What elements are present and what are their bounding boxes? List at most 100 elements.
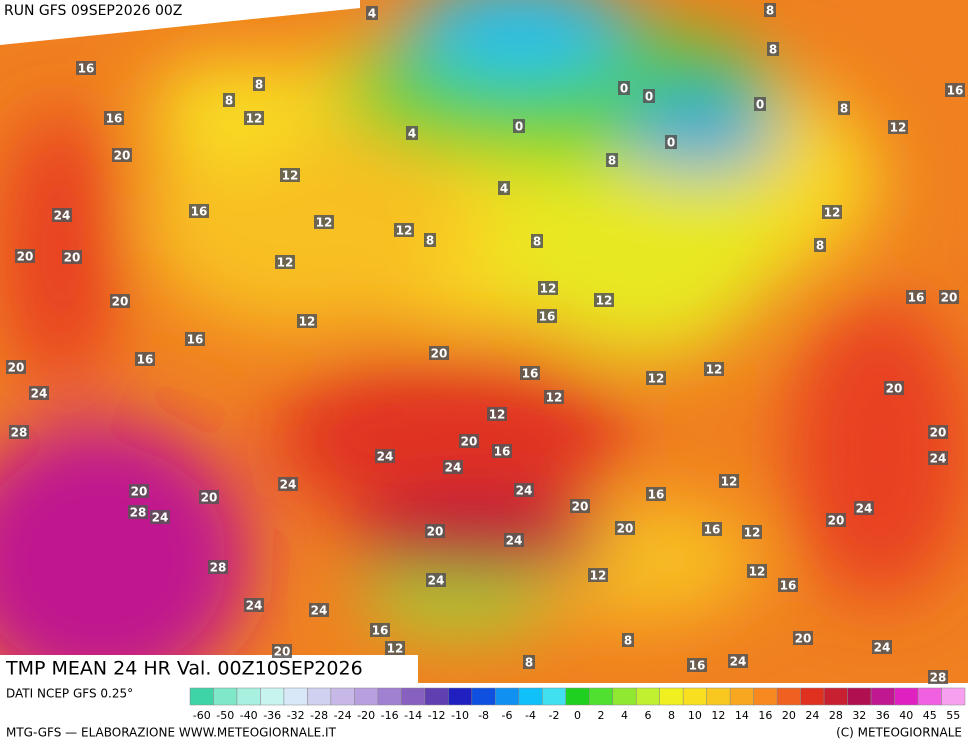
colorbar-swatch <box>941 687 966 706</box>
value-label: 12 <box>299 315 316 329</box>
value-box <box>459 434 479 448</box>
value-label: 12 <box>744 526 761 540</box>
value-label: 24 <box>730 655 747 669</box>
colorbar-label: 4 <box>621 709 628 722</box>
value-box <box>314 215 334 229</box>
colorbar-label: -24 <box>334 709 352 722</box>
value-label: 4 <box>368 7 376 21</box>
value-box <box>544 390 564 404</box>
colorbar-label: -16 <box>381 709 399 722</box>
colorbar-label: 20 <box>782 709 796 722</box>
value-box <box>112 148 132 162</box>
value-label: 0 <box>667 136 675 150</box>
value-label: 20 <box>201 491 218 505</box>
value-box <box>538 281 558 295</box>
value-label: 20 <box>114 149 131 163</box>
colorbar-swatch <box>635 687 660 706</box>
value-box <box>150 510 170 524</box>
value-box <box>135 352 155 366</box>
colorbar-swatch <box>917 687 942 706</box>
colorbar-label: -4 <box>525 709 536 722</box>
colorbar-swatch <box>870 687 895 706</box>
value-box <box>514 483 534 497</box>
value-box <box>9 425 29 439</box>
value-box <box>129 484 149 498</box>
value-box <box>520 366 540 380</box>
value-box <box>487 407 507 421</box>
value-box <box>872 640 892 654</box>
value-label: 20 <box>64 251 81 265</box>
run-label: RUN GFS 09SEP2026 00Z <box>4 3 182 19</box>
colorbar-swatch <box>682 687 707 706</box>
colorbar-label: -8 <box>478 709 489 722</box>
value-box <box>928 451 948 465</box>
value-box <box>375 449 395 463</box>
colorbar-label: 6 <box>644 709 651 722</box>
value-label: 16 <box>106 112 123 126</box>
colorbar-label: 8 <box>668 709 675 722</box>
colorbar-swatch <box>800 687 825 706</box>
value-label: 8 <box>525 656 533 670</box>
value-box <box>110 294 130 308</box>
colorbar-swatch <box>377 687 402 706</box>
value-box <box>606 153 618 167</box>
value-box <box>275 255 295 269</box>
value-label: 4 <box>408 127 416 141</box>
value-label: 24 <box>54 209 71 223</box>
value-label: 24 <box>311 604 328 618</box>
value-box <box>425 524 445 538</box>
value-label: 24 <box>377 450 394 464</box>
colorbar-label: -20 <box>357 709 375 722</box>
colorbar-label: 28 <box>829 709 843 722</box>
value-box <box>370 623 390 637</box>
value-label: 16 <box>78 62 95 76</box>
value-box <box>185 332 205 346</box>
value-label: 16 <box>704 523 721 537</box>
source: DATI NCEP GFS 0.25° <box>6 687 133 701</box>
value-label: 12 <box>540 282 557 296</box>
value-label: 8 <box>766 4 774 18</box>
value-label: 28 <box>930 671 947 685</box>
value-label: 12 <box>721 475 738 489</box>
value-box <box>6 360 26 374</box>
value-box <box>208 560 228 574</box>
value-box <box>189 204 209 218</box>
value-box <box>513 119 525 133</box>
value-label: 24 <box>445 461 462 475</box>
value-label: 20 <box>427 525 444 539</box>
colorbar-label: 10 <box>688 709 702 722</box>
value-box <box>884 381 904 395</box>
value-label: 24 <box>152 511 169 525</box>
value-label: 12 <box>246 112 263 126</box>
value-label: 8 <box>255 78 263 92</box>
value-label: 8 <box>608 154 616 168</box>
colorbar-swatch <box>307 687 332 706</box>
value-label: 12 <box>277 256 294 270</box>
colorbar-label: 16 <box>758 709 772 722</box>
value-box <box>29 386 49 400</box>
map-background <box>0 0 968 700</box>
value-box <box>309 603 329 617</box>
value-box <box>643 89 655 103</box>
value-box <box>665 135 677 149</box>
value-box <box>244 111 264 125</box>
value-label: 16 <box>908 291 925 305</box>
colorbar-label: 12 <box>711 709 725 722</box>
value-box <box>822 205 842 219</box>
value-box <box>622 633 634 647</box>
value-label: 12 <box>489 408 506 422</box>
value-label: 16 <box>522 367 539 381</box>
colorbar-swatch <box>189 687 214 706</box>
colorbar-label: -32 <box>287 709 305 722</box>
value-label: 0 <box>756 98 764 112</box>
value-box <box>62 250 82 264</box>
colorbar-swatch <box>847 687 872 706</box>
value-box <box>52 208 72 222</box>
value-label: 12 <box>890 121 907 135</box>
value-label: 12 <box>590 569 607 583</box>
value-box <box>498 181 510 195</box>
value-box <box>702 522 722 536</box>
value-label: 12 <box>706 363 723 377</box>
colorbar-swatch <box>401 687 426 706</box>
